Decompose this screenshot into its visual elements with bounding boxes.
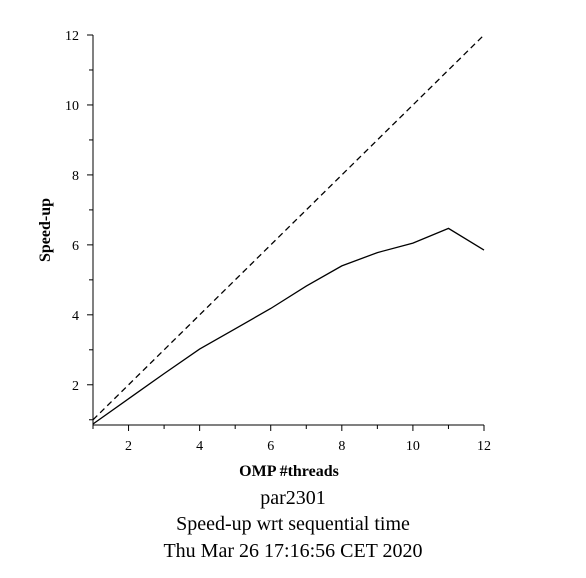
y-tick-label: 12	[65, 29, 79, 44]
y-axis-label: Speed-up	[37, 198, 54, 262]
x-tick-label: 4	[196, 439, 203, 454]
y-tick-label: 8	[72, 169, 79, 184]
y-tick-label: 6	[72, 239, 79, 254]
y-tick-label: 2	[72, 379, 79, 394]
y-tick-label: 4	[72, 309, 79, 324]
x-tick-label: 8	[338, 439, 345, 454]
ticks: 2 4 6 8 10 12 2 4 6 8 10 12	[65, 29, 491, 454]
x-axis-label: OMP #threads	[239, 463, 339, 480]
x-tick-label: 6	[267, 439, 274, 454]
y-tick-label: 10	[65, 99, 79, 114]
series	[92, 34, 485, 425]
caption-date: Thu Mar 26 17:16:56 CET 2020	[163, 540, 423, 562]
speedup-chart: 2 4 6 8 10 12 2 4 6 8 10 12 OMP #threads Speed-up	[37, 29, 491, 480]
axes	[92, 35, 484, 426]
x-tick-label: 12	[477, 439, 491, 454]
caption-title: par2301	[260, 487, 326, 509]
measured-speedup-line	[92, 227, 485, 425]
x-tick-label: 2	[125, 439, 132, 454]
x-tick-label: 10	[406, 439, 420, 454]
ideal-speedup-line	[92, 34, 485, 421]
caption-subtitle: Speed-up wrt sequential time	[176, 513, 410, 535]
